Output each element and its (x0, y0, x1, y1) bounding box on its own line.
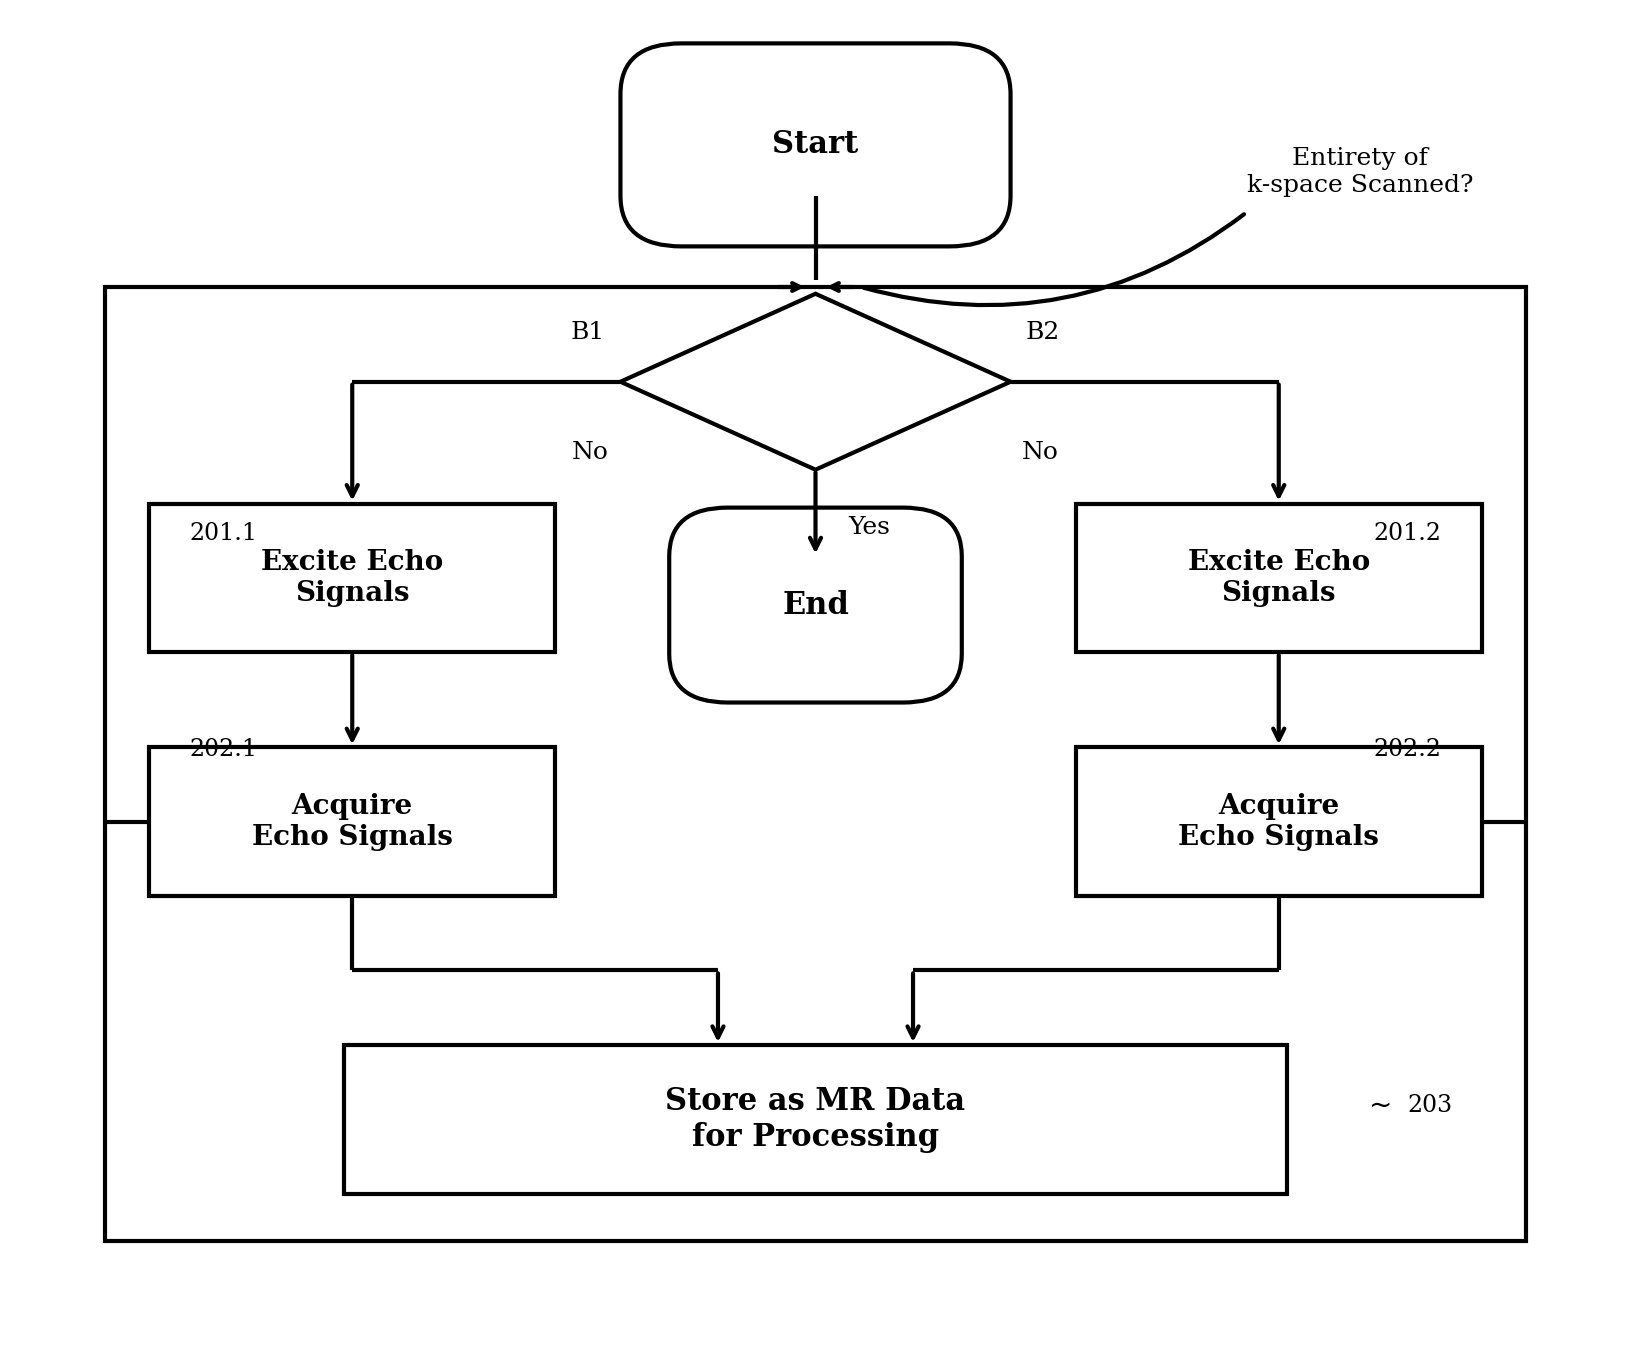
Text: No: No (1022, 440, 1058, 463)
Text: 202.1: 202.1 (189, 738, 258, 761)
Text: Acquire
Echo Signals: Acquire Echo Signals (1177, 792, 1379, 851)
Text: B2: B2 (1025, 321, 1060, 344)
FancyBboxPatch shape (668, 508, 962, 703)
Bar (104, 287, 1526, 1241)
Text: ~: ~ (1368, 1091, 1392, 1120)
Text: Entirety of
k-space Scanned?: Entirety of k-space Scanned? (1245, 147, 1472, 197)
Polygon shape (619, 294, 1011, 470)
Text: 202.2: 202.2 (1372, 738, 1441, 761)
Bar (148, 747, 556, 896)
Text: 201.1: 201.1 (189, 522, 258, 545)
Text: Excite Echo
Signals: Excite Echo Signals (261, 549, 443, 607)
Bar (1074, 747, 1482, 896)
FancyArrowPatch shape (864, 215, 1244, 306)
Bar (1074, 504, 1482, 652)
Text: 201.2: 201.2 (1372, 522, 1441, 545)
Text: End: End (781, 590, 849, 621)
FancyBboxPatch shape (619, 43, 1011, 246)
Bar (344, 1045, 1286, 1193)
Text: B1: B1 (570, 321, 605, 344)
Text: Store as MR Data
for Processing: Store as MR Data for Processing (665, 1086, 965, 1152)
Text: 203: 203 (1407, 1094, 1452, 1117)
Text: Excite Echo
Signals: Excite Echo Signals (1187, 549, 1369, 607)
Text: Yes: Yes (848, 516, 890, 540)
Text: Acquire
Echo Signals: Acquire Echo Signals (251, 792, 453, 851)
Text: Start: Start (773, 129, 857, 160)
Text: No: No (572, 440, 608, 463)
Bar (148, 504, 556, 652)
